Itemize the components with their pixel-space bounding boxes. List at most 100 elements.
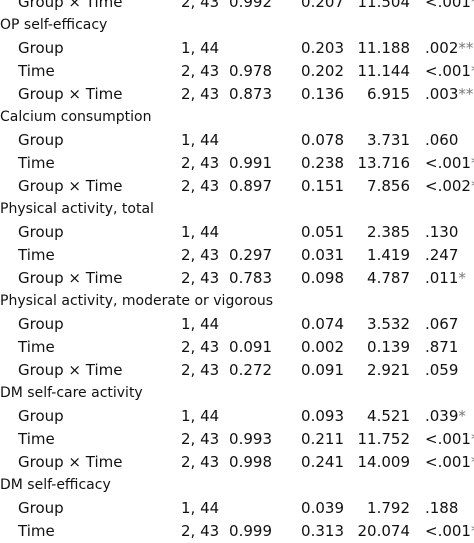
- effect-size-cell: 0.078: [301, 131, 344, 149]
- value-cell: 0.993: [229, 430, 272, 448]
- row-label: Time: [18, 522, 55, 540]
- df-cell: 2, 43: [181, 154, 220, 172]
- value-cell: 0.873: [229, 85, 272, 103]
- row-label: Group × Time: [18, 453, 123, 471]
- f-value-cell: 20.074: [357, 522, 411, 540]
- significance-marker: **: [471, 62, 474, 80]
- p-value-cell: .059: [425, 361, 459, 379]
- value-cell: 0.991: [229, 154, 272, 172]
- section-header: OP self-efficacy: [0, 14, 474, 37]
- effect-size-cell: 0.241: [301, 453, 344, 471]
- f-value-cell: 0.139: [367, 338, 410, 356]
- f-value-cell: 11.752: [357, 430, 411, 448]
- table-row: Group × Time 2, 43 0.992 0.207 11.504 <.…: [0, 0, 474, 14]
- table-row: Group × Time 2, 43 0.272 0.091 2.921 .05…: [0, 359, 474, 382]
- section-header: DM self-care activity: [0, 382, 474, 405]
- effect-size-cell: 0.203: [301, 39, 344, 57]
- f-value-cell: 1.419: [367, 246, 410, 264]
- effect-size-cell: 0.091: [301, 361, 344, 379]
- f-value-cell: 4.787: [367, 269, 410, 287]
- table-row: Time 2, 43 0.091 0.002 0.139 .871: [0, 336, 474, 359]
- table-row: Time 2, 43 0.978 0.202 11.144 <.001**: [0, 60, 474, 83]
- df-cell: 1, 44: [181, 315, 220, 333]
- effect-size-cell: 0.211: [301, 430, 344, 448]
- section-title: Calcium consumption: [0, 109, 152, 125]
- value-cell: 0.897: [229, 177, 272, 195]
- significance-marker: **: [471, 453, 474, 471]
- f-value-cell: 6.915: [367, 85, 410, 103]
- row-label: Group: [18, 407, 64, 425]
- p-value-cell: <.001**: [425, 0, 474, 14]
- table-row: Time 2, 43 0.297 0.031 1.419 .247: [0, 244, 474, 267]
- row-label: Time: [18, 338, 55, 356]
- table-row: Group 1, 44 0.093 4.521 .039*: [0, 405, 474, 428]
- f-value-cell: 2.385: [367, 223, 410, 241]
- df-cell: 2, 43: [181, 0, 220, 11]
- significance-marker: **: [471, 430, 474, 448]
- table-row: Group 1, 44 0.074 3.532 .067: [0, 313, 474, 336]
- value-cell: 0.272: [229, 361, 272, 379]
- f-value-cell: 11.188: [357, 39, 411, 57]
- f-value-cell: 4.521: [367, 407, 410, 425]
- value-cell: 0.091: [229, 338, 272, 356]
- row-label: Group × Time: [18, 361, 123, 379]
- table-row: Group 1, 44 0.039 1.792 .188: [0, 497, 474, 520]
- table-row: Group × Time 2, 43 0.998 0.241 14.009 <.…: [0, 451, 474, 474]
- f-value-cell: 13.716: [357, 154, 411, 172]
- value-cell: 0.297: [229, 246, 272, 264]
- p-value-cell: .060: [425, 131, 459, 149]
- p-value-cell: .003**: [425, 85, 474, 103]
- p-value-cell: .188: [425, 499, 459, 517]
- section-title: DM self-care activity: [0, 385, 143, 401]
- df-cell: 2, 43: [181, 246, 220, 264]
- p-value-cell: <.001**: [425, 520, 474, 543]
- f-value-cell: 1.792: [367, 499, 410, 517]
- row-label: Group × Time: [18, 269, 123, 287]
- effect-size-cell: 0.151: [301, 177, 344, 195]
- df-cell: 2, 43: [181, 269, 220, 287]
- significance-marker: **: [471, 177, 474, 195]
- df-cell: 1, 44: [181, 499, 220, 517]
- p-value-cell: .002**: [425, 39, 474, 57]
- row-label: Time: [18, 62, 55, 80]
- section-header: DM self-efficacy: [0, 474, 474, 497]
- significance-marker: **: [458, 39, 474, 57]
- value-cell: 0.783: [229, 269, 272, 287]
- p-value-cell: <.001**: [425, 60, 474, 83]
- f-value-cell: 14.009: [357, 453, 411, 471]
- df-cell: 2, 43: [181, 453, 220, 471]
- p-value-cell: <.001**: [425, 451, 474, 474]
- significance-marker: **: [458, 85, 474, 103]
- p-value-cell: <.001**: [425, 428, 474, 451]
- p-value-cell: .067: [425, 315, 459, 333]
- section-header: Calcium consumption: [0, 106, 474, 129]
- effect-size-cell: 0.051: [301, 223, 344, 241]
- df-cell: 1, 44: [181, 223, 220, 241]
- effect-size-cell: 0.031: [301, 246, 344, 264]
- effect-size-cell: 0.039: [301, 499, 344, 517]
- effect-size-cell: 0.093: [301, 407, 344, 425]
- df-cell: 2, 43: [181, 85, 220, 103]
- p-value-cell: .039*: [425, 407, 466, 425]
- table-row: Time 2, 43 0.999 0.313 20.074 <.001**: [0, 520, 474, 543]
- row-label: Group: [18, 499, 64, 517]
- df-cell: 2, 43: [181, 177, 220, 195]
- p-value-cell: .247: [425, 246, 459, 264]
- row-label: Group: [18, 315, 64, 333]
- significance-marker: *: [458, 269, 466, 287]
- f-value-cell: 3.532: [367, 315, 410, 333]
- df-cell: 2, 43: [181, 361, 220, 379]
- effect-size-cell: 0.313: [301, 522, 344, 540]
- f-value-cell: 11.504: [357, 0, 411, 11]
- f-value-cell: 11.144: [357, 62, 411, 80]
- df-cell: 2, 43: [181, 338, 220, 356]
- table-row: Group 1, 44 0.051 2.385 .130: [0, 221, 474, 244]
- value-cell: 0.978: [229, 62, 272, 80]
- p-value-cell: .130: [425, 223, 459, 241]
- effect-size-cell: 0.207: [301, 0, 344, 11]
- df-cell: 2, 43: [181, 62, 220, 80]
- f-value-cell: 7.856: [367, 177, 410, 195]
- row-label: Group × Time: [18, 85, 123, 103]
- p-value-cell: <.001**: [425, 152, 474, 175]
